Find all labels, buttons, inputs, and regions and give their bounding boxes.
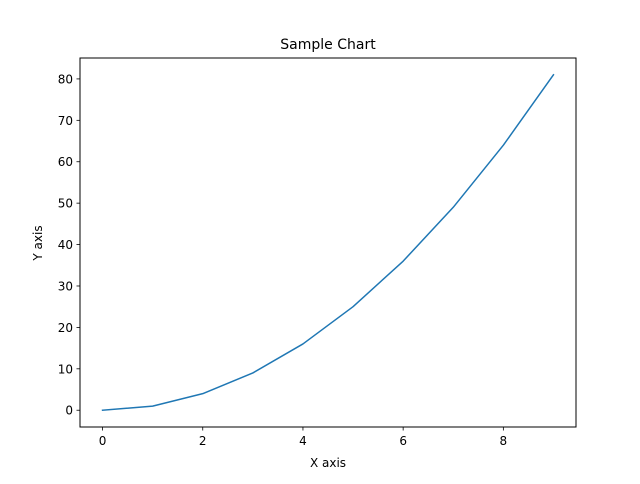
chart-title: Sample Chart <box>280 37 376 53</box>
y-tick-label: 40 <box>58 238 73 252</box>
x-tick-label: 2 <box>199 434 207 448</box>
x-tick-label: 4 <box>299 434 307 448</box>
y-tick-label: 60 <box>58 155 73 169</box>
y-tick-label: 30 <box>58 279 73 293</box>
x-tick-label: 0 <box>99 434 107 448</box>
y-tick-label: 70 <box>58 114 73 128</box>
x-tick-label: 8 <box>500 434 508 448</box>
x-tick-label: 6 <box>399 434 407 448</box>
y-tick-label: 0 <box>65 404 73 418</box>
y-tick-label: 20 <box>58 321 73 335</box>
series-line-0 <box>101 73 555 412</box>
y-tick-label: 10 <box>58 362 73 376</box>
y-axis-label: Y axis <box>31 225 45 261</box>
y-tick-label: 80 <box>58 72 73 86</box>
x-axis-label: X axis <box>310 456 346 470</box>
plot-frame <box>79 57 577 428</box>
y-tick-label: 50 <box>58 197 73 211</box>
